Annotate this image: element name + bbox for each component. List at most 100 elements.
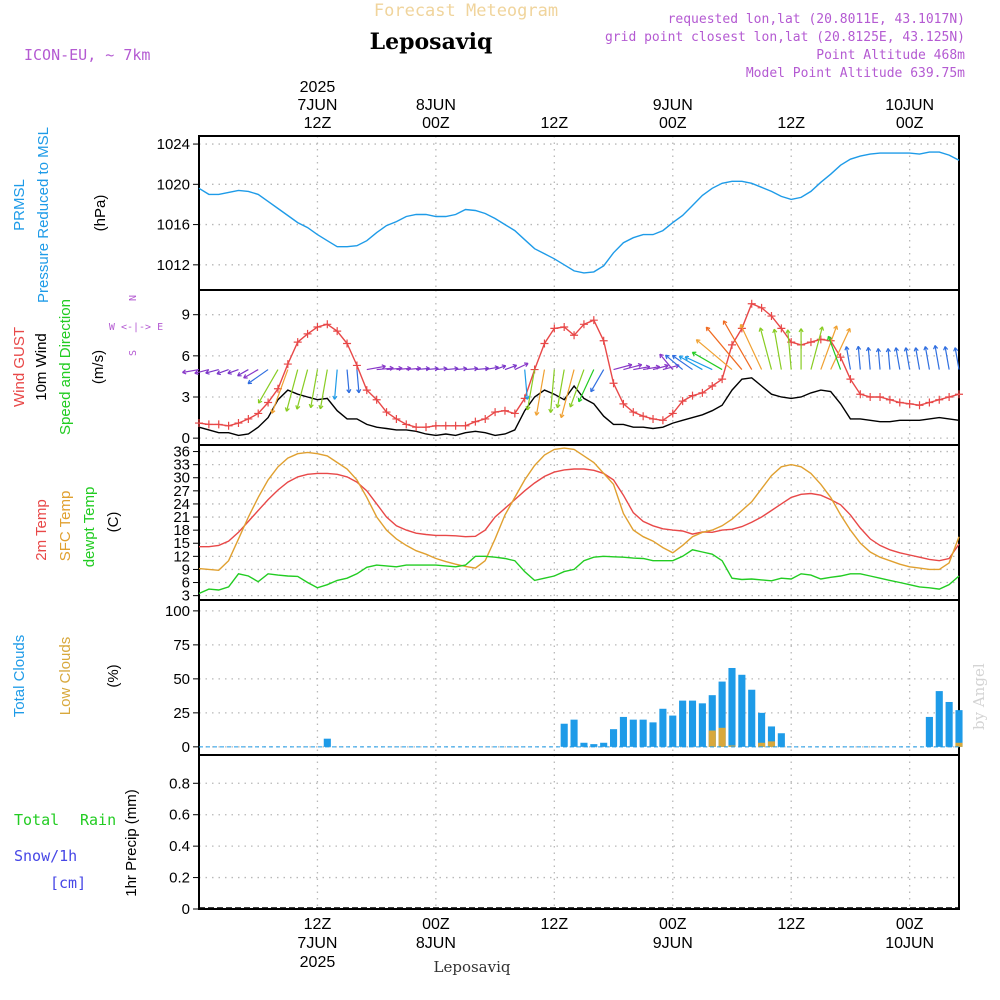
wind-arrow (319, 369, 328, 409)
top-time-label: 2025 (300, 79, 336, 96)
footer-station: Leposaviq (434, 958, 511, 976)
bottom-time-label: 7JUN (297, 935, 337, 952)
wind-arrow-head (227, 369, 232, 375)
gust-marker (935, 395, 944, 404)
wind-arrow (857, 346, 861, 370)
wind-arrow-head (933, 345, 939, 350)
panel-frame (198, 599, 960, 756)
wind-arrow (723, 320, 753, 370)
y-tick-label: 24 (173, 496, 190, 513)
precip-total-label: Total (14, 811, 59, 829)
wind-arrow (310, 369, 319, 408)
wind-arrow-head (664, 354, 670, 360)
precip-unit: 1hr Precip (mm) (123, 789, 140, 897)
y-tick-label: 12 (173, 548, 190, 565)
wind-arrow-head (356, 389, 362, 394)
total-cloud-bar (748, 689, 756, 747)
wind-arrow (684, 356, 713, 371)
panel-frame (198, 135, 960, 291)
total-cloud-bar (629, 719, 637, 747)
wind-arrow-head (758, 327, 764, 332)
wind-arrow-head (705, 326, 711, 332)
gust-marker (856, 390, 865, 399)
wind-arrow (895, 347, 901, 370)
wind-arrow (435, 367, 448, 371)
wind-arrow-head (524, 395, 530, 400)
wind-arrow (830, 328, 851, 370)
wind-arrow (455, 367, 467, 371)
wind-arrow (613, 364, 633, 371)
wind-arrow-head (534, 411, 540, 416)
bottom-time-label: 9JUN (653, 935, 693, 952)
wind-arrow-head (903, 347, 909, 352)
gust-marker (629, 408, 638, 417)
bottom-time-label: 2025 (300, 954, 336, 971)
wind-arrow-head (671, 354, 677, 360)
gust-marker (412, 423, 421, 432)
wind-arrow (416, 367, 430, 371)
total-cloud-bar (649, 722, 657, 747)
point-altitude: Point Altitude 468m (816, 48, 965, 63)
wind-arrow-head (846, 327, 851, 333)
wind-arrow (406, 367, 421, 371)
y-tick-label: 0.2 (169, 870, 190, 887)
wind-arrow (905, 347, 911, 370)
total-cloud-bar (600, 742, 608, 747)
y-tick-label: 33 (173, 457, 190, 474)
wind-arrow (659, 353, 674, 370)
total-cloud-bar (935, 691, 943, 747)
gust-marker (500, 406, 509, 415)
gust-marker (579, 320, 588, 329)
gust-marker (945, 392, 954, 401)
wind-arrow-head (512, 363, 518, 369)
wind-arrow (285, 369, 299, 412)
wind-arrow-head (913, 347, 919, 352)
compass-west-east: W <-|-> E (109, 322, 163, 333)
gust-marker (550, 324, 559, 333)
wind-arrow (526, 369, 536, 411)
wind-arrow (494, 365, 506, 371)
bottom-time-label: 00Z (422, 916, 450, 933)
bottom-time-label: 12Z (777, 916, 805, 933)
gust-marker (905, 399, 914, 408)
gust-marker (362, 386, 371, 395)
gust-marker (471, 417, 480, 426)
wind-arrow-head (722, 320, 728, 325)
wind-arrow-head (194, 370, 199, 376)
meteogram-subtitle: Forecast Meteogram (374, 1, 558, 21)
wind-arrow-head (548, 408, 554, 413)
wind-arrow (194, 368, 210, 374)
low-cloud-bar (718, 727, 726, 747)
low-cloud-bar (955, 742, 963, 747)
wind-arrow-head (332, 395, 338, 400)
y-tick-label: 9 (182, 307, 190, 324)
gust-marker (925, 398, 934, 407)
wind-arrow-head (785, 329, 791, 334)
temp-sfc-label: SFC Temp (57, 491, 74, 562)
wind-arrow-head (568, 403, 574, 408)
precip-cm-label: [cm] (50, 874, 86, 892)
gust-marker (885, 395, 894, 404)
bottom-time-label: 00Z (896, 916, 924, 933)
gust-marker (244, 414, 253, 423)
wind-arrow-head (555, 403, 561, 409)
wind-arrow (425, 367, 439, 371)
total-cloud-bar (679, 700, 687, 747)
wind-arrow (810, 326, 823, 370)
wind-direction-label: Speed and Direction (57, 299, 74, 435)
gust-marker (293, 338, 302, 347)
wind-arrow (590, 369, 605, 393)
y-tick-label: 0 (182, 430, 190, 447)
total-cloud-bar (708, 695, 716, 747)
wind-arrow-head (678, 355, 684, 360)
wind-panel: Wind GUST 10m Wind Speed and Direction (… (11, 289, 963, 447)
bottom-time-label: 12Z (304, 916, 332, 933)
top-time-label: 00Z (896, 115, 924, 132)
gust-marker (570, 331, 579, 340)
total-cloud-bar (580, 742, 588, 747)
wind-arrow-head (627, 362, 633, 368)
precip-rain-label: Rain (80, 811, 116, 829)
gust-marker (234, 419, 243, 428)
y-tick-label: 100 (165, 603, 190, 620)
